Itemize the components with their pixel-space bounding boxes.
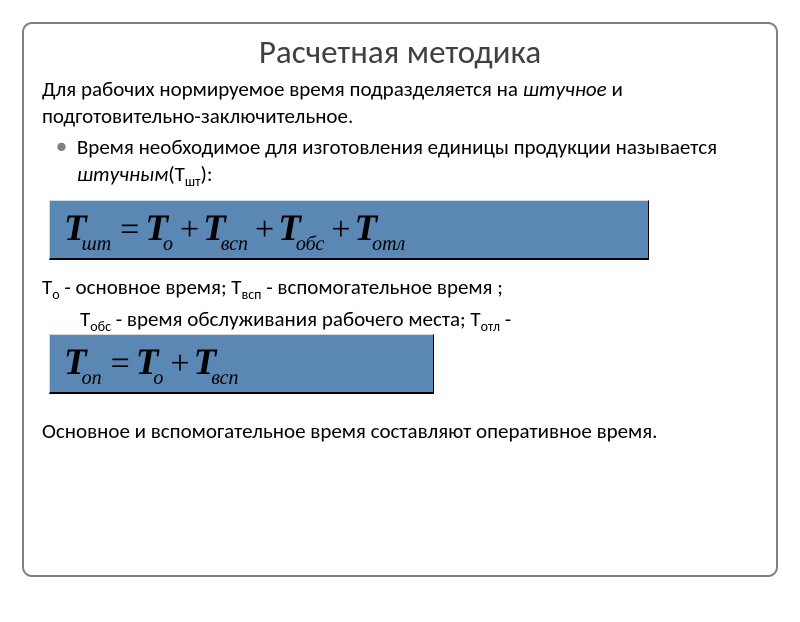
f1-t3-sub: обс <box>296 233 324 255</box>
l2-a-sub: обс <box>90 318 111 335</box>
bullet1-e: ): <box>201 161 213 187</box>
spacer <box>42 408 758 418</box>
l2-a: Т <box>80 306 90 332</box>
formula-1: Тшт=То+Твсп+Тобс+Тотл <box>49 200 649 260</box>
f1-lhs-sub: шт <box>82 233 112 255</box>
l1-a: Т <box>42 274 52 300</box>
f1-eq: = <box>120 211 139 248</box>
paragraph-2: Основное и вспомогательное время составл… <box>42 418 758 445</box>
bullet-item-1: ● Время необходимое для изготовления еди… <box>42 134 758 195</box>
paragraph-1: Для рабочих нормируемое время подразделя… <box>42 76 758 130</box>
bullet-text: Время необходимое для изготовления едини… <box>77 134 758 191</box>
f1-t4-sub: отл <box>372 233 405 255</box>
f1-plus2: + <box>255 211 274 248</box>
l1-b-sub: всп <box>242 286 262 303</box>
slide-container: Расчетная методика Для рабочих нормируем… <box>22 22 778 577</box>
para1-text-a: Для рабочих нормируемое время подразделя… <box>42 76 523 102</box>
l2-b: - время обслуживания рабочего места; Т <box>111 306 481 332</box>
f1-plus3: + <box>331 211 350 248</box>
f2-lhs-sub: оп <box>82 367 102 389</box>
bullet1-c: (Т <box>168 161 185 187</box>
f2-plus1: + <box>170 345 189 382</box>
f2-eq: = <box>111 345 130 382</box>
bullet1-sub: шт <box>185 173 201 190</box>
f2-t1-sub: о <box>153 367 163 389</box>
l1-c: - вспомогательное время ; <box>261 274 502 300</box>
legend-line-2: Тобс - время обслуживания рабочего места… <box>42 306 758 336</box>
para1-italic: штучное <box>523 76 607 102</box>
bullet1-italic: штучным <box>77 161 168 187</box>
f2-t2-sub: всп <box>211 367 238 389</box>
l1-b: - основное время; Т <box>60 274 242 300</box>
f1-t1-sub: о <box>163 233 173 255</box>
bullet1-a: Время необходимое для изготовления едини… <box>77 134 717 160</box>
bullet-marker: ● <box>56 134 67 195</box>
formula-2: Топ=То+Твсп <box>49 334 434 394</box>
l2-c: - <box>500 306 511 332</box>
l1-a-sub: о <box>52 286 59 303</box>
legend-line-1: То - основное время; Твсп - вспомогатель… <box>42 274 758 304</box>
slide-title: Расчетная методика <box>42 32 758 72</box>
f1-t2-sub: всп <box>221 233 248 255</box>
l2-b-sub: отл <box>481 318 500 335</box>
f1-plus1: + <box>180 211 199 248</box>
